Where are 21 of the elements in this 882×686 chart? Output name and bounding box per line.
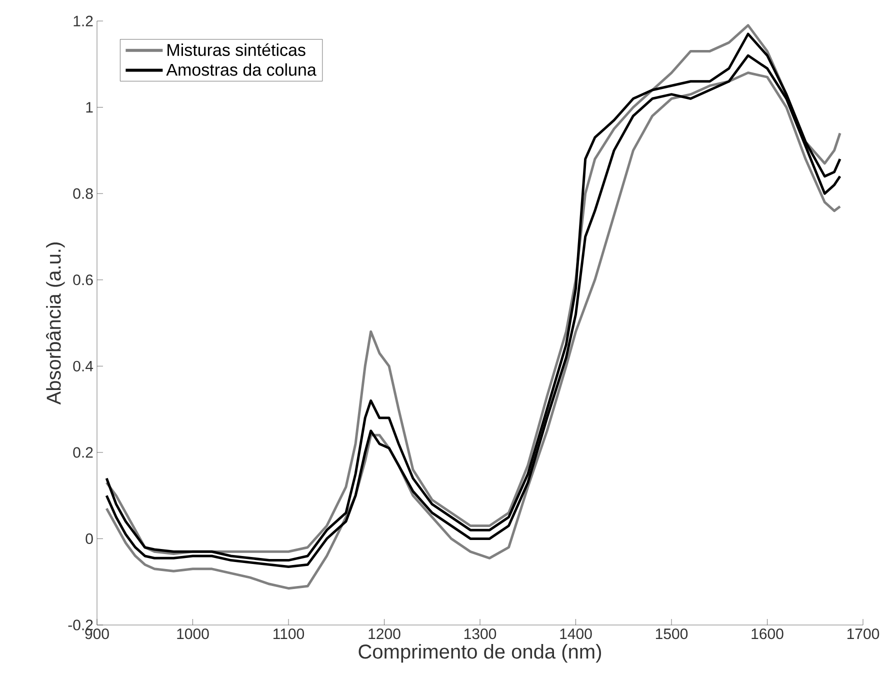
x-tick-label: 1700 [847, 628, 880, 640]
y-tick-label: 0.6 [73, 274, 93, 286]
y-tick-label: 1 [86, 102, 93, 112]
x-tick-label: 1100 [274, 628, 304, 640]
y-tick-label: -0.2 [68, 620, 93, 630]
x-tick-label: 1400 [560, 628, 592, 640]
x-axis-title: Comprimento de onda (nm) [358, 644, 601, 663]
y-axis-title: Absorbância (a.u.) [46, 242, 65, 405]
legend-label: Amostras da coluna [166, 63, 316, 76]
x-tick-label: 900 [85, 628, 109, 640]
y-tick-label: 0 [86, 533, 93, 544]
y-tick-label: 0.2 [73, 447, 93, 458]
x-tick-label: 1600 [752, 628, 784, 640]
x-tick-label: 1000 [177, 628, 209, 640]
x-tick-label: 1500 [656, 628, 688, 640]
x-tick-label: 1300 [464, 628, 496, 640]
y-tick-label: 1.2 [74, 16, 93, 26]
x-tick-label: 1200 [368, 628, 400, 640]
y-tick-label: 0.4 [73, 360, 94, 372]
legend-label: Misturas sintéticas [168, 43, 306, 56]
y-tick-label: 0.8 [73, 188, 93, 199]
